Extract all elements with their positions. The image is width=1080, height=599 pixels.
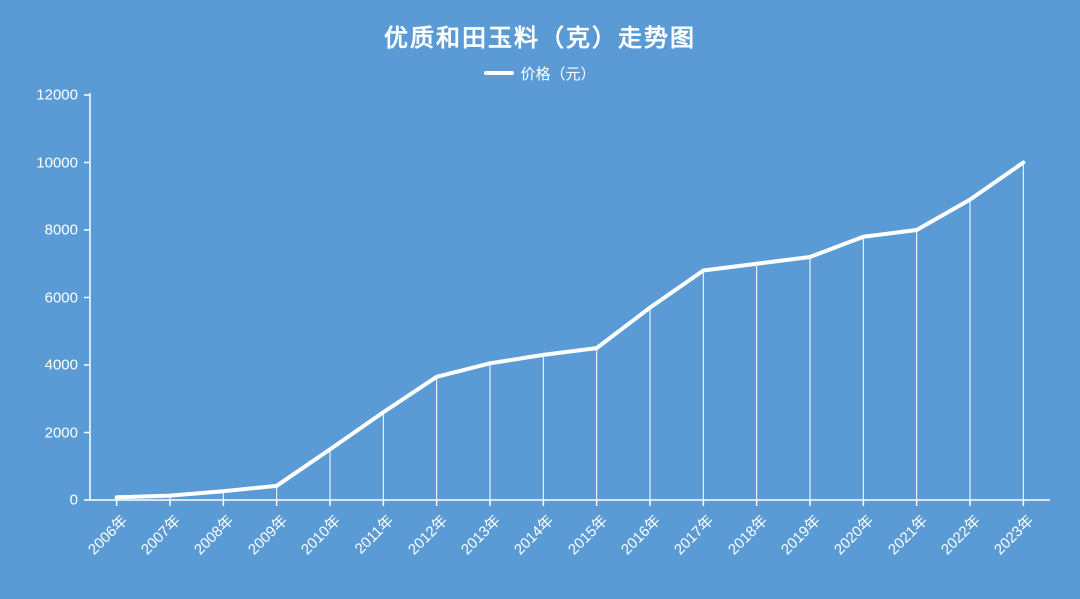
price-trend-chart: 优质和田玉料（克）走势图 价格（元） 020004000600080001000…	[0, 0, 1080, 599]
y-tick-label: 0	[70, 492, 78, 509]
y-tick-label: 4000	[45, 357, 78, 374]
y-tick-label: 10000	[36, 154, 78, 171]
chart-plot-area	[0, 0, 1080, 599]
y-tick-label: 8000	[45, 222, 78, 239]
y-tick-label: 6000	[45, 289, 78, 306]
y-tick-label: 12000	[36, 87, 78, 104]
y-tick-label: 2000	[45, 424, 78, 441]
